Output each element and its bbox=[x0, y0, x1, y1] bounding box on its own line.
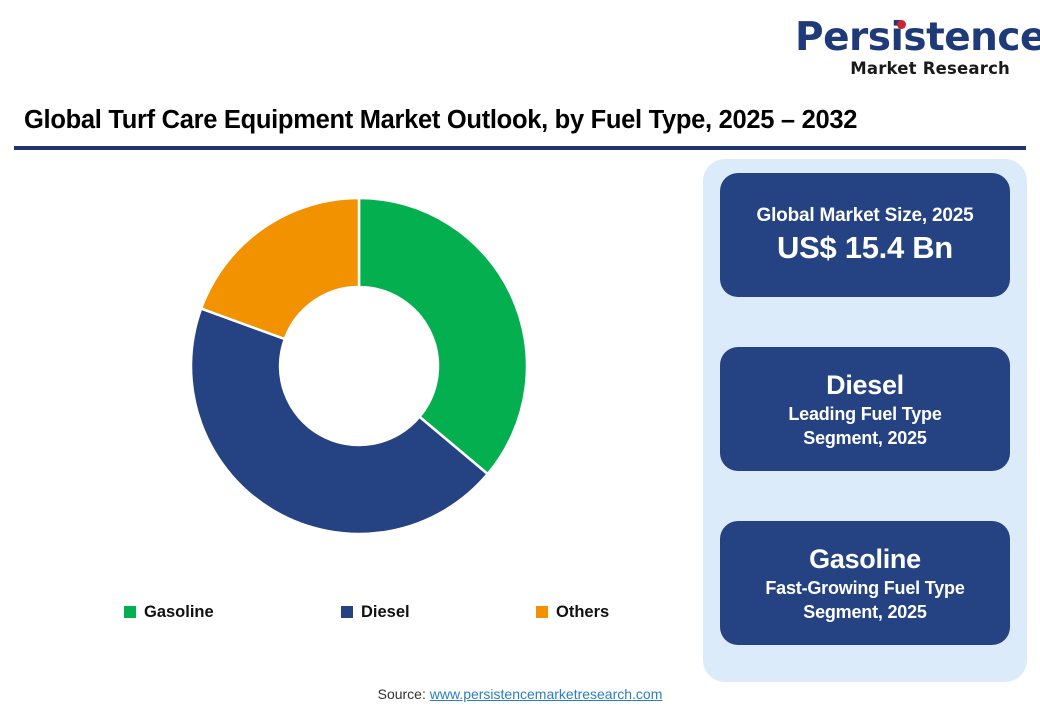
logo-brand-text: Persistence bbox=[795, 18, 1040, 58]
donut-chart-svg bbox=[189, 196, 529, 536]
fast-growing-segment-sub-line2: Segment, 2025 bbox=[803, 601, 927, 622]
logo-tagline: Market Research bbox=[850, 59, 1010, 78]
legend-item-gasoline: Gasoline bbox=[124, 600, 214, 624]
legend-label-gasoline: Gasoline bbox=[144, 602, 214, 621]
leading-segment-sub-line1: Leading Fuel Type bbox=[788, 403, 942, 424]
donut-chart-area: Gasoline Diesel Others bbox=[14, 156, 686, 656]
title-divider bbox=[14, 146, 1026, 150]
legend-label-others: Others bbox=[556, 602, 610, 621]
logo-red-dot-icon bbox=[897, 20, 906, 29]
donut-slice-group bbox=[189, 196, 529, 536]
fast-growing-segment-name: Gasoline bbox=[809, 543, 921, 574]
stat-card-market-size: Global Market Size, 2025 US$ 15.4 Bn bbox=[720, 173, 1010, 297]
fast-growing-segment-sub-line1: Fast-Growing Fuel Type bbox=[765, 577, 965, 598]
legend-swatch-diesel bbox=[341, 606, 353, 618]
donut-slice-diesel bbox=[189, 306, 490, 536]
leading-segment-name: Diesel bbox=[826, 369, 904, 400]
chart-legend: Gasoline Diesel Others bbox=[124, 600, 624, 624]
leading-segment-sub-line2: Segment, 2025 bbox=[803, 427, 927, 448]
stat-card-leading-segment: Diesel Leading Fuel Type Segment, 2025 bbox=[720, 347, 1010, 471]
legend-swatch-others bbox=[536, 606, 548, 618]
legend-item-diesel: Diesel bbox=[341, 600, 410, 624]
legend-swatch-gasoline bbox=[124, 606, 136, 618]
donut-slice-others bbox=[199, 196, 361, 341]
legend-label-diesel: Diesel bbox=[361, 602, 410, 621]
donut-slice-gasoline bbox=[357, 196, 529, 476]
stat-card-fast-growing-segment: Gasoline Fast-Growing Fuel Type Segment,… bbox=[720, 521, 1010, 645]
highlights-panel: Global Market Size, 2025 US$ 15.4 Bn Die… bbox=[703, 159, 1027, 682]
source-link[interactable]: www.persistencemarketresearch.com bbox=[429, 686, 663, 702]
market-size-value: US$ 15.4 Bn bbox=[777, 230, 953, 265]
donut-chart bbox=[189, 196, 529, 536]
source-line: Source: www.persistencemarketresearch.co… bbox=[0, 686, 1040, 702]
legend-item-others: Others bbox=[536, 600, 609, 624]
page-title: Global Turf Care Equipment Market Outloo… bbox=[24, 106, 858, 134]
company-logo: Persistence Market Research bbox=[795, 18, 1040, 80]
logo-brand-label: Persistence bbox=[795, 15, 1040, 60]
source-prefix: Source: bbox=[377, 686, 430, 702]
market-size-label: Global Market Size, 2025 bbox=[756, 205, 974, 226]
